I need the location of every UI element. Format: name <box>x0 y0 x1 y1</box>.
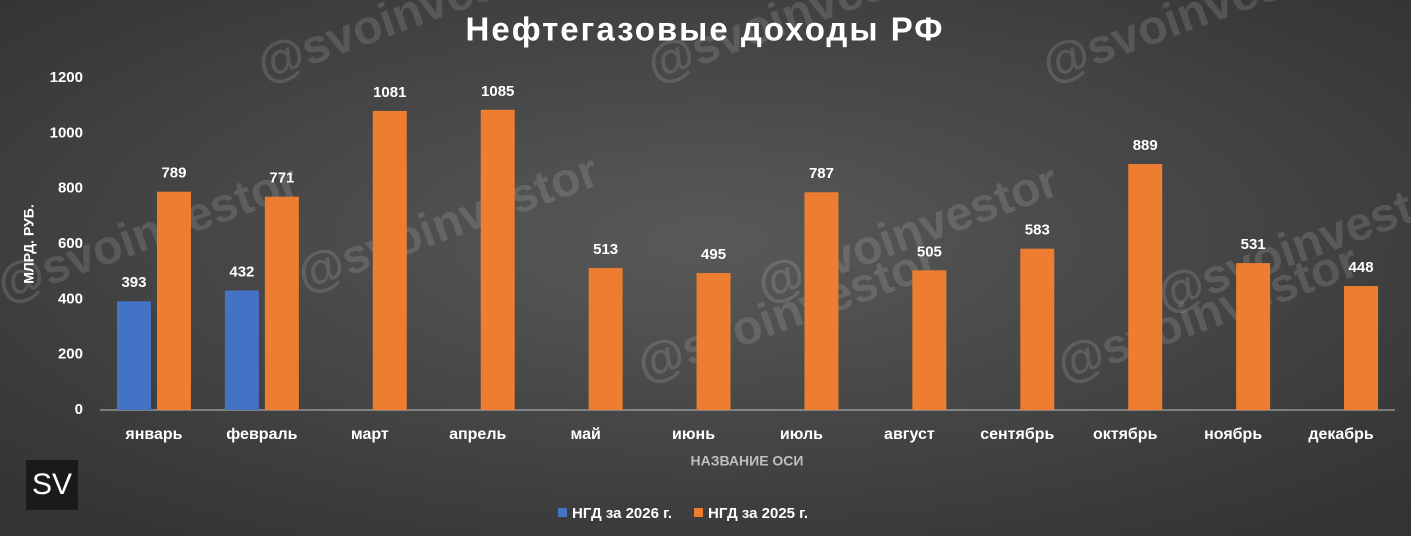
y-tick-label: 800 <box>58 180 83 197</box>
bar <box>1344 286 1379 410</box>
legend-swatch <box>558 508 567 517</box>
x-tick-label: март <box>351 426 389 443</box>
value-label: 432 <box>229 263 254 280</box>
bar <box>264 196 299 410</box>
x-tick-label: декабрь <box>1308 426 1374 443</box>
value-label: 495 <box>701 246 726 263</box>
value-label: 448 <box>1349 259 1374 276</box>
legend-swatch <box>694 508 704 517</box>
x-axis-label: НАЗВАНИЕ ОСИ <box>691 453 804 469</box>
bar <box>116 301 151 410</box>
x-tick-label: июль <box>780 426 823 443</box>
y-tick-label: 1200 <box>50 69 83 86</box>
bar <box>1236 263 1271 410</box>
value-label: 787 <box>809 165 834 182</box>
bar <box>1128 164 1163 410</box>
bar <box>804 192 839 410</box>
bar <box>480 109 515 411</box>
y-tick-label: 1000 <box>50 124 83 141</box>
logo-box <box>26 460 78 510</box>
value-label: 1085 <box>481 83 514 100</box>
bar <box>372 110 407 410</box>
bar <box>224 290 259 410</box>
x-tick-label: июнь <box>672 426 715 443</box>
logo: SV <box>32 468 72 501</box>
value-label: 771 <box>269 170 294 187</box>
x-tick-label: август <box>884 426 935 443</box>
y-tick-label: 600 <box>58 235 83 252</box>
bar <box>912 270 947 410</box>
x-tick-label: октябрь <box>1093 426 1158 443</box>
value-label: 531 <box>1241 236 1266 253</box>
y-tick-label: 400 <box>58 290 83 307</box>
value-label: 583 <box>1025 222 1050 239</box>
x-tick-label: февраль <box>226 426 297 443</box>
x-tick-label: май <box>570 426 600 443</box>
bar <box>588 268 623 410</box>
legend-label: НГД за 2025 г. <box>708 505 808 522</box>
value-label: 505 <box>917 243 942 260</box>
y-tick-label: 0 <box>75 401 83 418</box>
value-label: 513 <box>593 241 618 258</box>
x-tick-label: апрель <box>449 426 506 443</box>
bar <box>156 191 191 410</box>
chart-title: Нефтегазовые доходы РФ <box>466 11 945 48</box>
value-label: 393 <box>121 274 146 291</box>
x-tick-label: ноябрь <box>1204 426 1262 443</box>
y-tick-label: 200 <box>58 346 83 363</box>
x-tick-label: сентябрь <box>980 426 1054 443</box>
value-label: 1081 <box>373 84 406 101</box>
value-label: 789 <box>161 165 186 182</box>
y-axis-label: МЛРД. РУБ. <box>21 204 37 284</box>
legend-label: НГД за 2026 г. <box>572 505 672 522</box>
bar <box>1020 248 1055 410</box>
value-label: 889 <box>1133 137 1158 154</box>
bar <box>696 273 731 410</box>
x-tick-label: январь <box>124 426 182 443</box>
